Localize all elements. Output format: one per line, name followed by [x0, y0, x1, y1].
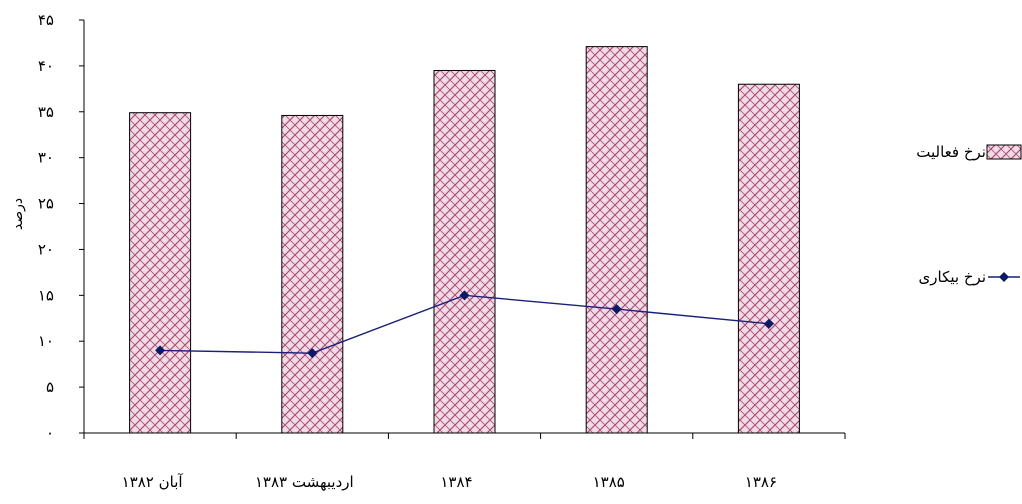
- y-tick-label-4: ۲۰: [38, 240, 54, 258]
- y-tick-label-6: ۳۰: [38, 149, 54, 167]
- legend: نرخ فعالیت نرخ بیکاری: [872, 0, 1022, 504]
- y-tick-label-2: ۱۰: [38, 332, 54, 350]
- legend-item-activity: نرخ فعالیت: [910, 143, 1022, 161]
- bar-activity-2: [433, 69, 496, 434]
- y-tick-label-7: ۳۵: [38, 103, 54, 121]
- point-unemployment-1: [307, 348, 318, 359]
- y-tick-label-9: ۴۵: [38, 11, 54, 29]
- legend-label-activity: نرخ فعالیت: [916, 143, 986, 161]
- bar-activity-4: [737, 83, 800, 434]
- line-layer: [155, 290, 774, 359]
- bar-activity-1: [281, 114, 344, 434]
- point-unemployment-4: [763, 318, 774, 329]
- legend-swatch-activity: [986, 144, 1022, 160]
- point-unemployment-0: [155, 345, 166, 356]
- x-tick-label-3: ۱۳۸۵: [593, 473, 625, 491]
- x-tick-label-1: اردیبهشت ۱۳۸۳: [255, 473, 354, 491]
- x-tick-label-4: ۱۳۸۶: [745, 473, 777, 491]
- y-tick-label-8: ۴۰: [38, 57, 54, 75]
- point-unemployment-3: [611, 304, 622, 315]
- legend-swatch-unemployment: [988, 272, 1020, 282]
- y-tick-label-5: ۲۵: [38, 195, 54, 213]
- axes-layer: ۰ ۵ ۱۰ ۱۵ ۲۰ ۲۵ ۳۰ ۳۵ ۴۰ ۴۵ آبان ۱۳۸۲ اردیبهشت ۱۳۸۳…: [38, 11, 846, 491]
- bar-activity-0: [129, 112, 192, 434]
- bars-layer: [129, 46, 800, 434]
- y-tick-label-1: ۵: [46, 378, 54, 396]
- legend-item-unemployment: نرخ بیکاری: [913, 268, 1022, 286]
- x-tick-label-0: آبان ۱۳۸۲: [122, 473, 184, 491]
- y-tick-label-0: ۰: [46, 424, 54, 442]
- y-tick-label-3: ۱۵: [38, 286, 54, 304]
- bar-activity-3: [585, 46, 648, 434]
- point-unemployment-2: [459, 290, 470, 301]
- legend-label-unemployment: نرخ بیکاری: [918, 268, 986, 286]
- x-tick-label-2: ۱۳۸۴: [440, 473, 472, 491]
- y-axis-label: درصد: [10, 198, 26, 230]
